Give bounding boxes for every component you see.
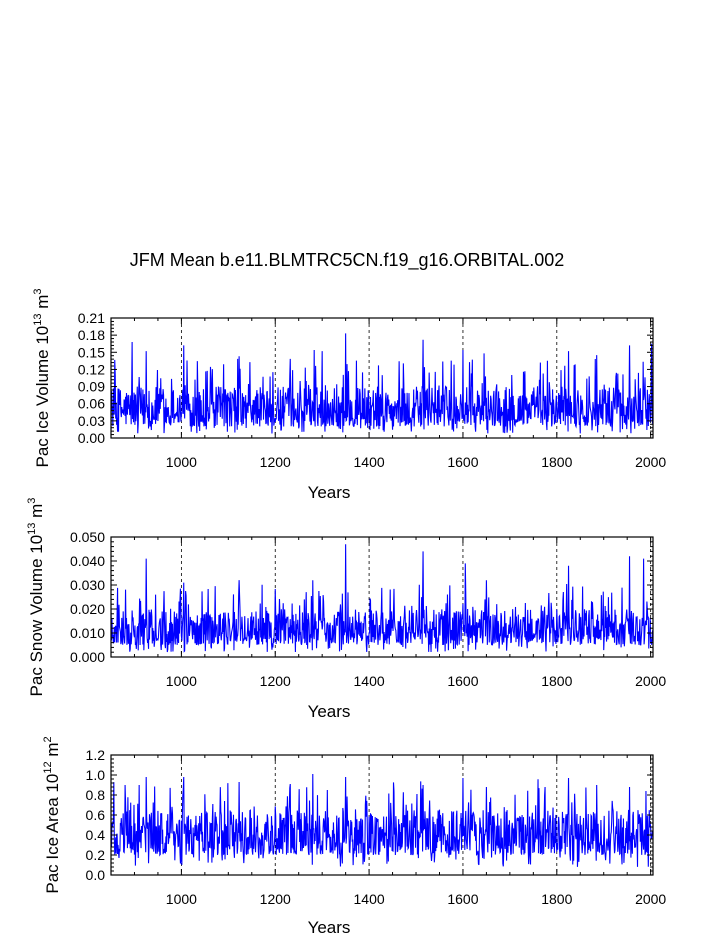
y-tick-label: 1.2 bbox=[86, 747, 106, 763]
y-axis-title: Pac Snow Volume 1013 m3 bbox=[26, 498, 46, 697]
x-axis-title: Years bbox=[308, 702, 351, 721]
x-tick-label: 2000 bbox=[635, 673, 666, 689]
x-axis-title: Years bbox=[308, 918, 351, 935]
x-tick-label: 1200 bbox=[260, 673, 291, 689]
y-tick-label: 0.6 bbox=[86, 807, 106, 823]
plot-frame bbox=[110, 536, 654, 658]
y-tick-label: 0.03 bbox=[78, 413, 105, 429]
x-tick-label: 1400 bbox=[354, 891, 385, 907]
panel-1: 0.000.030.060.09 0.120.150.180.21 1000 1200… bbox=[32, 288, 666, 502]
y-tick-label: 0.000 bbox=[70, 649, 105, 665]
panel-3: 0.0 0.2 0.4 0.6 0.8 1.0 1.2 1000 1200 1400 1600 180… bbox=[42, 736, 666, 935]
x-tick-label: 1800 bbox=[541, 891, 572, 907]
y-tick-label: 0.020 bbox=[70, 601, 105, 617]
y-tick-label: 0.040 bbox=[70, 553, 105, 569]
plot-frame bbox=[110, 317, 654, 439]
series-line bbox=[111, 544, 653, 653]
y-tick-label: 0.21 bbox=[78, 310, 105, 326]
y-tick-label: 0.15 bbox=[78, 344, 105, 360]
series-line bbox=[111, 773, 653, 867]
x-tick-label: 1200 bbox=[260, 454, 291, 470]
y-tick-label: 0.09 bbox=[78, 379, 105, 395]
x-tick-label: 1800 bbox=[541, 673, 572, 689]
y-tick-label: 0.030 bbox=[70, 577, 105, 593]
y-tick-label: 0.12 bbox=[78, 361, 105, 377]
x-axis-title: Years bbox=[308, 483, 351, 502]
x-tick-label: 1000 bbox=[166, 891, 197, 907]
x-tick-label: 1600 bbox=[447, 454, 478, 470]
x-tick-label: 1600 bbox=[447, 673, 478, 689]
y-tick-label: 0.06 bbox=[78, 396, 105, 412]
x-tick-label: 2000 bbox=[635, 454, 666, 470]
chart-panels: 0.000.030.060.09 0.120.150.180.21 1000 1200… bbox=[26, 288, 666, 935]
y-tick-label: 0.00 bbox=[78, 430, 105, 446]
y-tick-label: 0.0 bbox=[86, 867, 106, 883]
x-tick-label: 1000 bbox=[166, 454, 197, 470]
series-line bbox=[111, 333, 653, 434]
x-tick-label: 1800 bbox=[541, 454, 572, 470]
y-tick-label: 0.8 bbox=[86, 787, 106, 803]
y-tick-label: 0.050 bbox=[70, 529, 105, 545]
x-tick-label: 1600 bbox=[447, 891, 478, 907]
panel-2: 0.000 0.010 0.020 0.030 0.040 0.050 1000 1200 14… bbox=[26, 498, 666, 721]
x-tick-label: 1200 bbox=[260, 891, 291, 907]
x-tick-label: 1400 bbox=[354, 673, 385, 689]
y-tick-label: 0.4 bbox=[86, 827, 106, 843]
chart-title: JFM Mean b.e11.BLMTRC5CN.f19_g16.ORBITAL… bbox=[130, 250, 565, 271]
y-tick-label: 1.0 bbox=[86, 767, 106, 783]
y-axis-title: Pac Ice Area 1012 m2 bbox=[42, 736, 62, 893]
x-tick-label: 1000 bbox=[166, 673, 197, 689]
x-tick-label: 1400 bbox=[354, 454, 385, 470]
x-tick-label: 2000 bbox=[635, 891, 666, 907]
y-tick-label: 0.2 bbox=[86, 847, 106, 863]
y-axis-title: Pac Ice Volume 1013 m3 bbox=[32, 288, 52, 467]
y-tick-label: 0.18 bbox=[78, 327, 105, 343]
y-tick-label: 0.010 bbox=[70, 625, 105, 641]
